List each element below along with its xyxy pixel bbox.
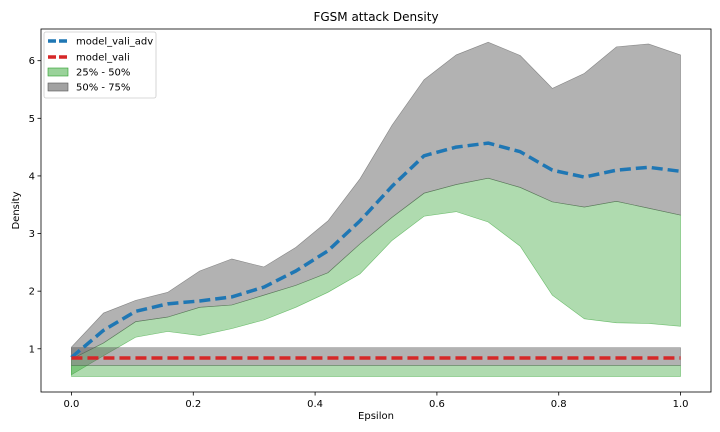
- series-line-model-vali-adv: [70, 141, 681, 359]
- x-tick-label: 0.8: [551, 399, 567, 410]
- band-50-75-region-1: [71, 41, 681, 360]
- legend-label-25-50: 25% - 50%: [76, 68, 130, 79]
- y-tick-label: 5: [29, 114, 35, 125]
- legend-label-model-vali-adv: model_vali_adv: [76, 37, 153, 48]
- legend-label-50-75: 50% - 75%: [76, 83, 130, 94]
- x-axis-label: Epsilon: [358, 411, 394, 422]
- x-tick-label: 1.0: [673, 399, 689, 410]
- y-axis-ticks: 1 2 3 4 5 6: [29, 56, 41, 355]
- legend-box: [43, 31, 157, 99]
- x-tick-label: 0.0: [64, 399, 80, 410]
- x-axis-ticks: 0.0 0.2 0.4 0.6 0.8 1.0: [64, 392, 689, 410]
- legend-label-model-vali: model_vali: [76, 53, 130, 64]
- x-tick-label: 0.6: [429, 399, 445, 410]
- x-tick-label: 0.2: [185, 399, 201, 410]
- band-25-50-region-2: [71, 365, 681, 377]
- legend: model_vali_adv model_vali 25% - 50% 50% …: [43, 31, 157, 99]
- y-tick-label: 6: [29, 56, 35, 67]
- plot-frame: [40, 28, 712, 393]
- bands-layer: [71, 41, 681, 377]
- legend-swatch-50-75: [47, 82, 69, 92]
- x-tick-label: 0.4: [307, 399, 323, 410]
- y-axis-label: Density: [11, 191, 22, 229]
- y-tick-label: 4: [29, 171, 35, 182]
- y-tick-label: 1: [29, 344, 35, 355]
- chart-title: FGSM attack Density: [313, 10, 438, 24]
- legend-swatch-25-50: [47, 67, 69, 77]
- y-tick-label: 2: [29, 287, 35, 298]
- y-tick-label: 3: [29, 229, 35, 240]
- lines-layer: [70, 141, 681, 360]
